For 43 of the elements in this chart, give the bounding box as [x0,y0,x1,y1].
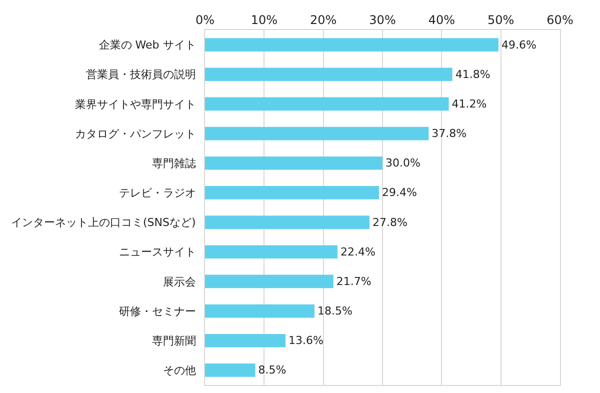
y-tick-label: カタログ・パンフレット [74,127,196,140]
y-tick-label: ニュースサイト [118,246,196,259]
x-tick-label: 10% [250,13,278,28]
y-tick-label: 営業員・技術員の説明 [86,68,196,82]
y-tick-label: その他 [162,364,196,378]
data-label: 21.7% [336,274,372,288]
x-tick-label: 40% [428,13,456,28]
y-tick-label: 専門新聞 [152,334,196,348]
data-label: 41.2% [452,97,487,110]
bar [205,126,429,140]
data-label: 13.6% [288,334,324,348]
x-tick-label: 50% [487,13,514,28]
data-label: 27.8% [372,216,408,229]
y-tick-label: 企業の Web サイト [98,38,196,52]
x-tick-label: 20% [310,13,337,28]
data-label: 18.5% [317,304,352,318]
data-label: 8.5% [258,364,286,377]
bar [205,156,382,170]
y-tick-label: 専門雑誌 [152,156,196,170]
data-label: 49.6% [501,38,536,52]
y-tick-label: テレビ・ラジオ [118,186,196,200]
x-tick-label: 60% [546,13,574,28]
bar [205,38,498,52]
data-label: 29.4% [382,186,417,200]
x-tick-label: 30% [369,13,396,28]
bar [205,68,452,82]
bar [205,364,256,377]
bar [205,245,338,259]
y-tick-label: インターネット上の口コミ(SNSなど) [11,216,196,230]
x-tick-label: 0% [195,13,215,28]
data-label: 41.8% [455,68,490,81]
bar [205,274,334,288]
bar [205,334,286,348]
data-label: 30.0% [386,156,420,170]
bar [205,304,314,318]
bar [205,97,449,111]
data-label: 22.4% [340,245,376,258]
bar [205,216,370,229]
bar [205,186,379,200]
y-tick-label: 研修・セミナー [118,304,196,318]
y-tick-label: 展示会 [162,275,196,288]
y-tick-label: 業界サイトや専門サイト [74,98,196,111]
data-label: 37.8% [432,127,467,140]
